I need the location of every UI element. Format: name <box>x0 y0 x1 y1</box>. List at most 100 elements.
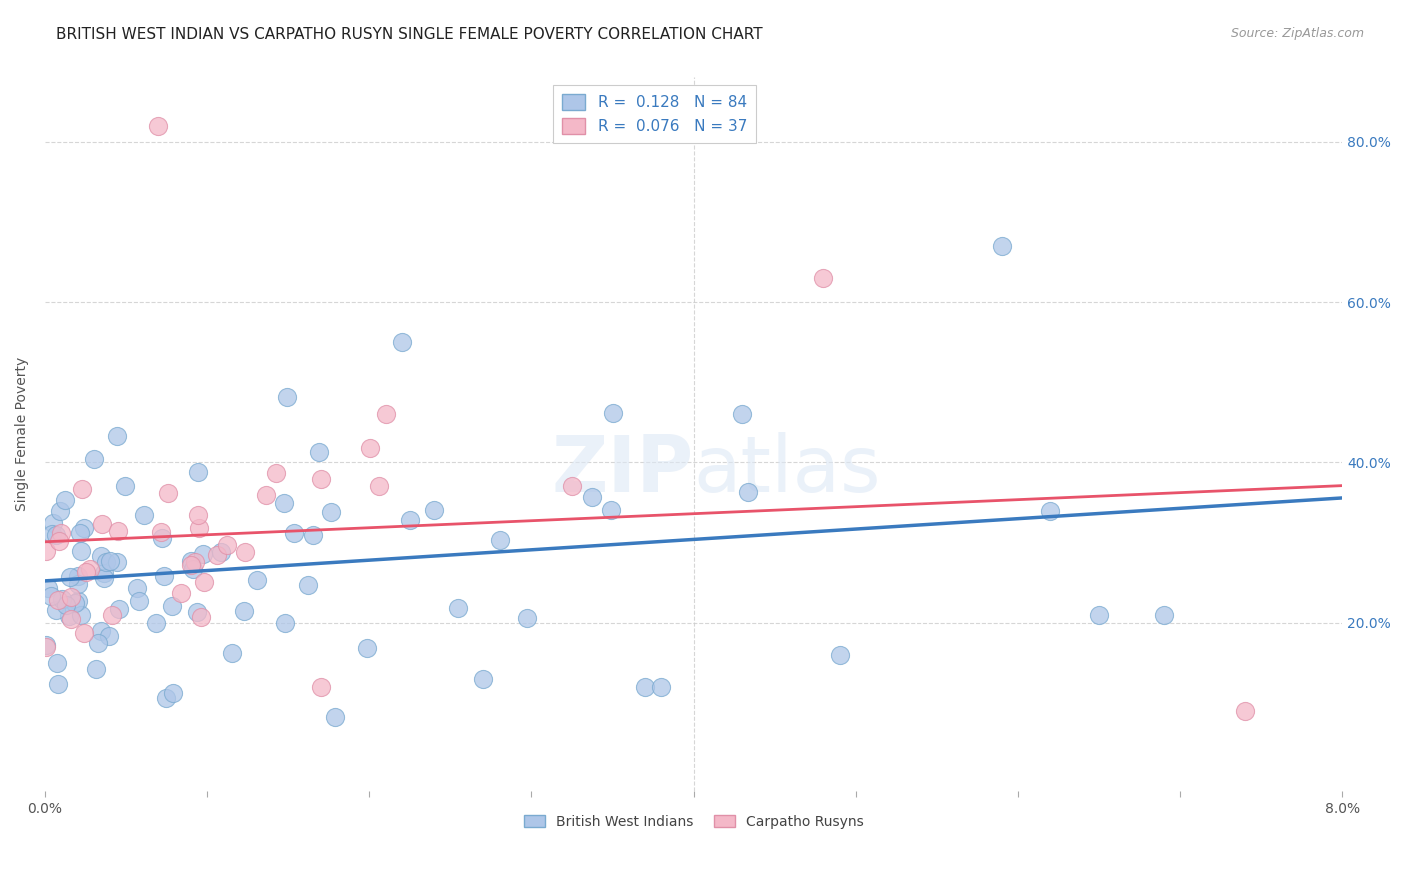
Point <box>581 490 603 504</box>
Point <box>41 516 63 530</box>
Point <box>323 710 346 724</box>
Point <box>93 566 115 580</box>
Point <box>67 576 90 591</box>
Point <box>93 571 115 585</box>
Point <box>69 526 91 541</box>
Point <box>150 531 173 545</box>
Point <box>148 119 170 133</box>
Point <box>128 594 150 608</box>
Point <box>153 568 176 582</box>
Point <box>156 485 179 500</box>
Point <box>155 691 177 706</box>
Point <box>188 521 211 535</box>
Point <box>308 444 330 458</box>
Point <box>90 549 112 563</box>
Point <box>731 407 754 421</box>
Point <box>87 636 110 650</box>
Point <box>187 508 209 522</box>
Point <box>46 593 69 607</box>
Point <box>193 547 215 561</box>
Point <box>58 609 80 624</box>
Point <box>162 686 184 700</box>
Text: BRITISH WEST INDIAN VS CARPATHO RUSYN SINGLE FEMALE POVERTY CORRELATION CHART: BRITISH WEST INDIAN VS CARPATHO RUSYN SI… <box>56 27 763 42</box>
Point <box>132 508 155 522</box>
Point <box>356 640 378 655</box>
Point <box>66 594 89 608</box>
Point <box>41 527 63 541</box>
Point <box>1088 607 1111 622</box>
Point <box>516 611 538 625</box>
Point <box>187 465 209 479</box>
Point <box>91 517 114 532</box>
Point <box>145 616 167 631</box>
Point <box>254 488 277 502</box>
Point <box>73 625 96 640</box>
Point <box>90 624 112 638</box>
Point <box>399 513 422 527</box>
Point <box>283 526 305 541</box>
Point <box>59 569 82 583</box>
Point <box>1233 704 1256 718</box>
Point <box>634 680 657 694</box>
Point <box>1153 607 1175 622</box>
Point <box>828 648 851 662</box>
Point <box>55 599 77 613</box>
Point <box>84 662 107 676</box>
Point <box>190 610 212 624</box>
Point <box>51 591 73 606</box>
Point <box>321 505 343 519</box>
Point <box>602 406 624 420</box>
Point <box>83 451 105 466</box>
Point <box>273 496 295 510</box>
Point <box>309 680 332 694</box>
Point <box>359 442 381 456</box>
Point <box>98 554 121 568</box>
Point <box>46 677 69 691</box>
Point <box>374 407 396 421</box>
Point <box>108 601 131 615</box>
Point <box>221 646 243 660</box>
Point <box>101 608 124 623</box>
Point <box>233 604 256 618</box>
Point <box>35 544 58 558</box>
Point <box>184 555 207 569</box>
Point <box>302 528 325 542</box>
Point <box>179 554 201 568</box>
Text: ZIP: ZIP <box>551 432 693 508</box>
Point <box>209 545 232 559</box>
Point <box>246 573 269 587</box>
Point <box>264 467 287 481</box>
Y-axis label: Single Female Poverty: Single Female Poverty <box>15 357 30 511</box>
Point <box>561 479 583 493</box>
Point <box>70 544 93 558</box>
Point <box>59 612 82 626</box>
Point <box>181 562 204 576</box>
Point <box>45 603 67 617</box>
Point <box>813 271 835 285</box>
Point <box>66 569 89 583</box>
Point <box>97 629 120 643</box>
Legend: British West Indians, Carpatho Rusyns: British West Indians, Carpatho Rusyns <box>519 809 869 834</box>
Point <box>600 502 623 516</box>
Point <box>107 524 129 539</box>
Point <box>650 680 672 694</box>
Point <box>49 526 72 541</box>
Point <box>105 555 128 569</box>
Point <box>39 589 62 603</box>
Point <box>65 596 87 610</box>
Point <box>37 581 59 595</box>
Point <box>391 335 413 350</box>
Point <box>276 390 298 404</box>
Point <box>70 608 93 623</box>
Point <box>297 578 319 592</box>
Point <box>59 590 82 604</box>
Point <box>274 616 297 631</box>
Point <box>48 534 70 549</box>
Point <box>49 504 72 518</box>
Point <box>233 544 256 558</box>
Point <box>737 484 759 499</box>
Text: atlas: atlas <box>693 432 882 508</box>
Point <box>53 492 76 507</box>
Point <box>46 657 69 671</box>
Point <box>471 672 494 686</box>
